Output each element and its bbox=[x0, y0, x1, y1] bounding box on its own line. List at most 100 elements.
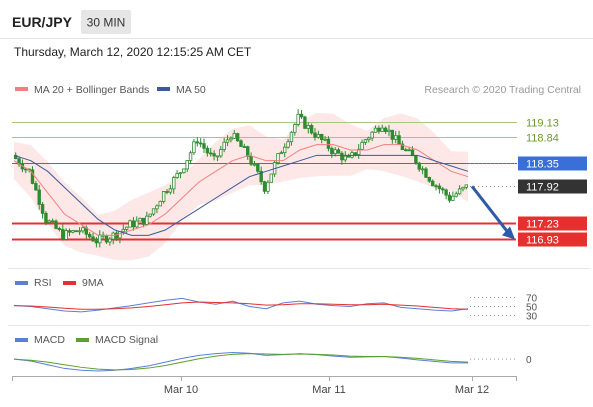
candle-body bbox=[61, 229, 65, 240]
candle-body bbox=[276, 153, 280, 164]
candle-body bbox=[124, 226, 129, 230]
candle-body bbox=[135, 220, 139, 228]
candle-body bbox=[138, 217, 142, 222]
candle-body bbox=[242, 146, 247, 148]
candle-body bbox=[239, 140, 243, 147]
support-badge bbox=[518, 216, 587, 231]
macd-panel: 0 bbox=[13, 351, 532, 372]
candle-body bbox=[252, 163, 257, 166]
candle-body bbox=[377, 127, 381, 132]
candle-body bbox=[246, 146, 250, 157]
ma20-legend-swatch bbox=[15, 87, 28, 91]
candle-body bbox=[195, 141, 199, 144]
candle-body bbox=[172, 177, 176, 190]
candle-body bbox=[121, 228, 125, 233]
candle-body bbox=[155, 205, 159, 210]
candle-body bbox=[192, 141, 196, 154]
candle-body bbox=[303, 116, 307, 129]
candle-body bbox=[424, 168, 428, 178]
symbol-title: EUR/JPY bbox=[12, 14, 73, 30]
candle-body bbox=[346, 155, 351, 158]
projection-arrow-head bbox=[502, 226, 515, 240]
candle-body bbox=[158, 201, 162, 207]
candle-body bbox=[188, 152, 193, 161]
pivot-badge-label: 118.35 bbox=[526, 159, 559, 171]
candle-body bbox=[417, 162, 421, 170]
candle-body bbox=[387, 129, 391, 132]
candle-body bbox=[128, 220, 132, 228]
candle-body bbox=[340, 152, 344, 161]
candle-body bbox=[67, 230, 72, 233]
candle-body bbox=[175, 173, 179, 178]
x-tick-label: Mar 11 bbox=[312, 384, 345, 396]
candle-body bbox=[326, 138, 331, 149]
candle-body bbox=[77, 230, 82, 233]
candle-body bbox=[87, 233, 92, 238]
candle-body bbox=[461, 186, 465, 190]
candle-body bbox=[57, 228, 62, 230]
candle-body bbox=[437, 185, 442, 190]
candle-body bbox=[333, 149, 337, 155]
candle-body bbox=[430, 180, 435, 187]
candle-body bbox=[178, 172, 183, 175]
projection-arrow bbox=[470, 185, 510, 234]
candle-body bbox=[393, 135, 398, 140]
ma20-line bbox=[13, 144, 469, 236]
candle-body bbox=[182, 168, 186, 174]
candle-body bbox=[225, 139, 230, 143]
candle-body bbox=[343, 155, 347, 161]
candle-body bbox=[229, 137, 233, 141]
rsi-level-label: 70 bbox=[526, 294, 538, 305]
ma50-line bbox=[13, 154, 469, 236]
candle-body bbox=[357, 148, 361, 155]
candle-body bbox=[293, 124, 297, 133]
candle-body bbox=[306, 125, 310, 129]
candle-body bbox=[353, 152, 358, 155]
candle-body bbox=[141, 217, 146, 225]
rsi-ma-line bbox=[13, 301, 469, 310]
candle-body bbox=[434, 185, 438, 188]
candle-body bbox=[161, 191, 166, 202]
candle-body bbox=[320, 134, 324, 140]
support-badge bbox=[518, 232, 587, 247]
candle-body bbox=[219, 149, 223, 157]
candle-body bbox=[148, 213, 152, 217]
candle-body bbox=[249, 155, 253, 165]
candle-body bbox=[165, 191, 169, 193]
candle-body bbox=[309, 125, 314, 134]
macd-signal-legend-swatch bbox=[76, 338, 89, 342]
current-badge-label: 117.92 bbox=[526, 182, 559, 194]
timeframe-badge bbox=[81, 10, 131, 34]
candle-body bbox=[367, 137, 371, 141]
candle-body bbox=[464, 184, 469, 188]
candle-body bbox=[296, 113, 300, 125]
candle-body bbox=[286, 141, 290, 148]
candle-body bbox=[457, 188, 462, 195]
candle-body bbox=[235, 133, 240, 142]
x-tick-label: Mar 12 bbox=[455, 384, 489, 396]
candle-body bbox=[34, 183, 38, 191]
candle-body bbox=[299, 113, 304, 118]
candle-body bbox=[40, 204, 45, 214]
candle-body bbox=[404, 149, 408, 152]
candle-body bbox=[185, 160, 189, 170]
bollinger-band bbox=[14, 112, 468, 261]
candle-body bbox=[74, 230, 78, 233]
candle-body bbox=[54, 220, 58, 229]
macd-zero-label: 0 bbox=[526, 355, 532, 366]
candle-body bbox=[363, 139, 368, 143]
credit-text: Research © 2020 Trading Central bbox=[424, 84, 581, 96]
candle-body bbox=[212, 153, 216, 157]
resistance-label: 118.84 bbox=[526, 133, 559, 145]
candle-body bbox=[289, 131, 294, 143]
macd-line bbox=[13, 351, 468, 372]
candle-body bbox=[168, 188, 173, 193]
support-badge-label: 116.93 bbox=[526, 235, 559, 247]
macd-signal-line bbox=[13, 353, 469, 371]
candle-body bbox=[94, 240, 99, 244]
candle-body bbox=[64, 230, 68, 240]
timeframe-label: 30 MIN bbox=[87, 16, 126, 30]
candle-body bbox=[427, 177, 432, 182]
candle-body bbox=[198, 142, 203, 145]
candle-body bbox=[111, 232, 115, 240]
